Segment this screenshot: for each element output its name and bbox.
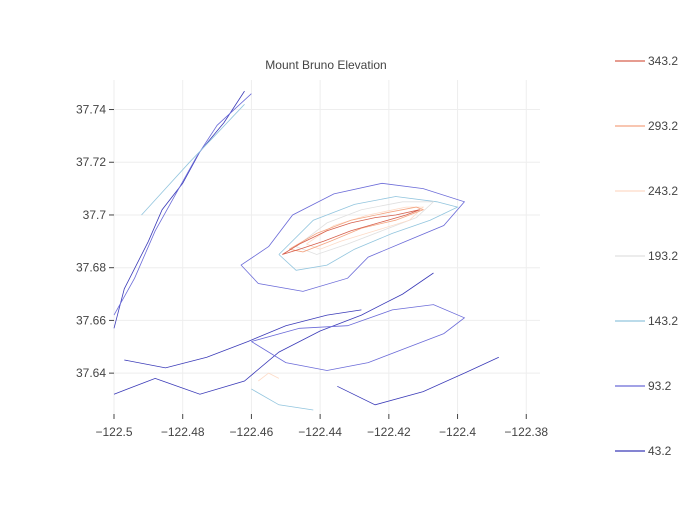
contour-line: [278, 196, 459, 271]
x-tick-label: −122.46: [230, 425, 274, 439]
contour-level-243-2: [258, 206, 425, 382]
contour-level-293-2: [289, 206, 425, 253]
contour-lines: [113, 90, 499, 411]
y-tick-label: 37.64: [76, 366, 106, 380]
legend-label: 243.2: [648, 184, 678, 198]
contour-line: [141, 104, 245, 216]
contour-line: [258, 372, 280, 382]
contour-line: [337, 356, 499, 406]
contour-line: [113, 272, 434, 395]
x-tick-label: −122.4: [439, 425, 476, 439]
contour-line: [124, 309, 362, 369]
legend-label: 293.2: [648, 119, 678, 133]
contour-line: [282, 209, 420, 255]
x-tick-label: −122.38: [504, 425, 548, 439]
contour-line: [251, 304, 466, 371]
grid: [113, 80, 540, 414]
contour-level-193-2: [295, 201, 435, 255]
legend-label: 93.2: [648, 379, 672, 393]
legend-item[interactable]: 143.2: [615, 314, 678, 328]
legend-label: 143.2: [648, 314, 678, 328]
legend-label: 343.2: [648, 54, 678, 68]
legend-item[interactable]: 193.2: [615, 249, 678, 263]
legend-label: 193.2: [648, 249, 678, 263]
x-tick-label: −122.5: [95, 425, 132, 439]
contour-level-143-2: [141, 104, 459, 411]
legend[interactable]: 343.2 293.2 243.2 193.2 143.2 93.2 43.2: [615, 54, 678, 458]
contour-line: [251, 388, 314, 411]
axes: −122.5 −122.48 −122.46 −122.44 −122.42 −122.4…: [76, 103, 548, 439]
x-tick-label: −122.42: [367, 425, 411, 439]
legend-item[interactable]: 93.2: [615, 379, 672, 393]
contour-level-93-2: [113, 93, 466, 371]
contour-line: [240, 182, 466, 292]
contour-line: [295, 201, 435, 255]
contour-level-43-2: [113, 90, 499, 406]
contour-line: [113, 90, 245, 329]
contour-line: [306, 206, 425, 250]
y-tick-label: 37.68: [76, 261, 106, 275]
contour-level-343-2: [282, 209, 420, 255]
legend-item[interactable]: 293.2: [615, 119, 678, 133]
legend-item[interactable]: 343.2: [615, 54, 678, 68]
legend-item[interactable]: 43.2: [615, 444, 672, 458]
y-tick-label: 37.74: [76, 103, 106, 117]
y-tick-label: 37.7: [83, 208, 107, 222]
contour-line: [289, 206, 425, 253]
y-tick-label: 37.72: [76, 155, 106, 169]
legend-label: 43.2: [648, 444, 672, 458]
x-tick-label: −122.48: [161, 425, 205, 439]
y-tick-label: 37.66: [76, 313, 106, 327]
contour-line: [113, 93, 252, 316]
x-tick-label: −122.44: [298, 425, 342, 439]
legend-item[interactable]: 243.2: [615, 184, 678, 198]
chart-title: Mount Bruno Elevation: [265, 58, 386, 72]
